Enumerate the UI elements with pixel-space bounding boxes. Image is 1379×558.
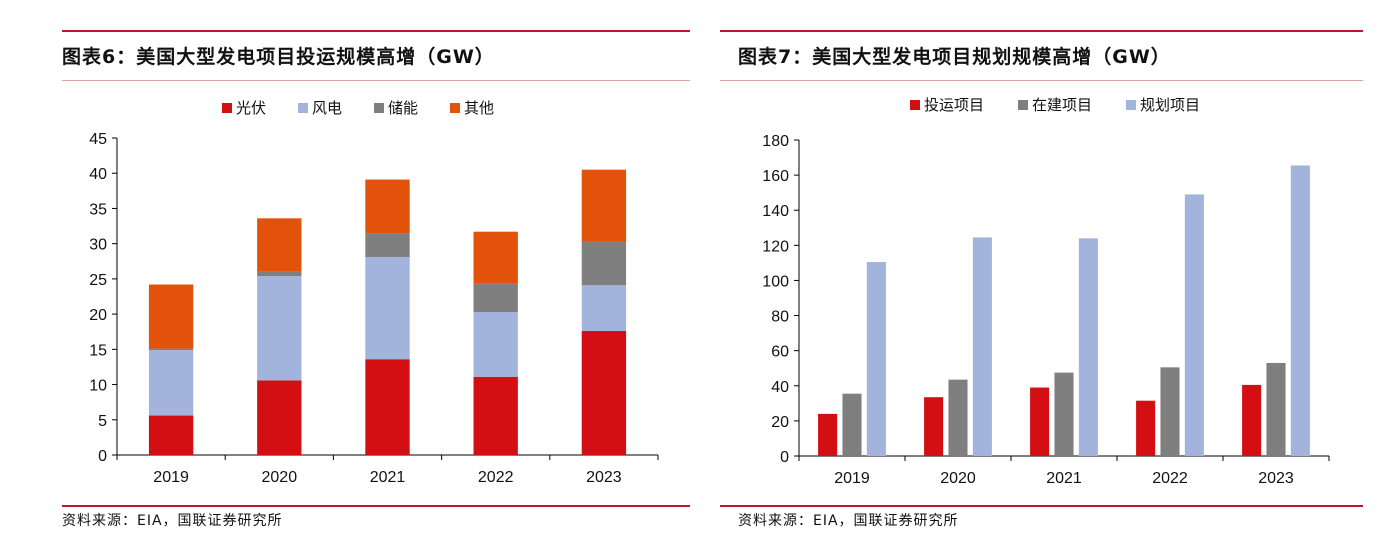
y-tick-label: 45 — [89, 131, 107, 148]
y-tick-label: 140 — [762, 203, 789, 220]
top-divider — [62, 30, 690, 32]
x-tick-label: 2023 — [586, 469, 622, 486]
y-tick-label: 0 — [780, 449, 789, 466]
legend-label: 光伏 — [236, 100, 266, 117]
x-tick-label: 2021 — [1046, 470, 1082, 487]
x-tick-label: 2023 — [1258, 470, 1294, 487]
bar-segment — [257, 218, 302, 272]
bar — [948, 379, 968, 456]
legend-swatch — [1126, 100, 1136, 110]
bar — [1184, 194, 1204, 456]
y-tick-label: 60 — [771, 344, 789, 361]
y-tick-label: 25 — [89, 272, 107, 289]
bar — [972, 237, 992, 456]
bar-segment — [581, 169, 627, 242]
bottom-divider — [62, 505, 690, 507]
y-tick-label: 180 — [762, 133, 789, 150]
bar-segment — [581, 285, 627, 332]
x-tick-label: 2020 — [940, 470, 976, 487]
x-tick-label: 2020 — [262, 469, 298, 486]
y-tick-label: 5 — [98, 413, 107, 430]
bar — [924, 397, 944, 456]
bar — [818, 413, 838, 456]
legend-swatch — [910, 100, 920, 110]
bar-segment — [148, 350, 194, 416]
y-tick-label: 100 — [762, 273, 789, 290]
bar-segment — [581, 331, 627, 455]
bar-segment — [365, 257, 410, 360]
chart-title: 图表7：美国大型发电项目规划规模高增（GW） — [738, 46, 1171, 68]
grouped-bar-chart: 投运项目 在建项目 规划项目 0 20 40 60 80 100 120 140 160 180 2019… — [762, 97, 1330, 487]
legend-label: 投运项目 — [924, 97, 984, 114]
legend-label: 风电 — [312, 100, 342, 117]
source-note: 资料来源：EIA，国联证券研究所 — [62, 513, 283, 529]
bar — [1136, 400, 1156, 456]
title-divider — [720, 80, 1363, 81]
bar — [866, 262, 886, 456]
y-tick-label: 20 — [89, 307, 107, 324]
x-tick-label: 2022 — [478, 469, 514, 486]
y-tick-label: 120 — [762, 238, 789, 255]
legend-swatch — [450, 103, 460, 113]
bar — [1290, 165, 1310, 456]
y-tick-label: 0 — [98, 448, 107, 465]
bar-segment — [473, 231, 518, 284]
legend-label: 规划项目 — [1140, 97, 1200, 114]
bar-segment — [473, 311, 518, 377]
legend-swatch — [298, 103, 308, 113]
x-tick-label: 2019 — [153, 469, 189, 486]
y-tick-label: 35 — [89, 201, 107, 218]
bar-segment — [473, 283, 518, 312]
x-tick-label: 2019 — [834, 470, 870, 487]
bar-segment — [365, 359, 410, 455]
bar — [842, 393, 862, 456]
y-tick-label: 40 — [771, 379, 789, 396]
bar-segment — [257, 271, 302, 277]
y-tick-label: 40 — [89, 166, 107, 183]
bar-segment — [365, 233, 410, 258]
bar-segment — [148, 415, 194, 455]
y-tick-label: 80 — [771, 309, 789, 326]
top-divider — [720, 30, 1363, 32]
legend-swatch — [374, 103, 384, 113]
bar-segment — [365, 179, 410, 234]
bar — [1160, 367, 1180, 456]
source-note: 资料来源：EIA，国联证券研究所 — [738, 513, 959, 529]
bar-segment — [473, 376, 518, 455]
bar — [1030, 387, 1050, 456]
bar — [1078, 238, 1098, 456]
y-tick-label: 15 — [89, 342, 107, 359]
y-tick-label: 30 — [89, 237, 107, 254]
legend-swatch — [1018, 100, 1028, 110]
legend-label: 其他 — [464, 100, 494, 117]
bar-segment — [257, 276, 302, 381]
bar — [1266, 362, 1286, 456]
bar — [1054, 372, 1074, 456]
left-chart-panel: 图表6：美国大型发电项目投运规模高增（GW） 光伏 风电 储能 其他 0 5 10 15 20 2… — [62, 30, 690, 529]
title-divider — [62, 80, 690, 81]
bottom-divider — [720, 505, 1363, 507]
legend-label: 储能 — [388, 100, 418, 117]
x-tick-label: 2021 — [370, 469, 406, 486]
y-tick-label: 160 — [762, 168, 789, 185]
bar-segment — [581, 241, 627, 286]
bar-segment — [148, 284, 194, 349]
bar-segment — [148, 348, 194, 351]
bar — [1242, 384, 1262, 456]
x-tick-label: 2022 — [1152, 470, 1188, 487]
bar-segment — [257, 380, 302, 455]
right-chart-panel: 图表7：美国大型发电项目规划规模高增（GW） 投运项目 在建项目 规划项目 0 20 40… — [720, 0, 1379, 558]
y-tick-label: 20 — [771, 414, 789, 431]
legend-swatch — [222, 103, 232, 113]
legend-label: 在建项目 — [1032, 97, 1092, 114]
stacked-bar-chart: 光伏 风电 储能 其他 0 5 10 15 20 25 30 35 40 45 2019 2020 2021 20… — [89, 100, 659, 486]
chart-title: 图表6：美国大型发电项目投运规模高增（GW） — [62, 46, 495, 68]
y-tick-label: 10 — [89, 378, 107, 395]
